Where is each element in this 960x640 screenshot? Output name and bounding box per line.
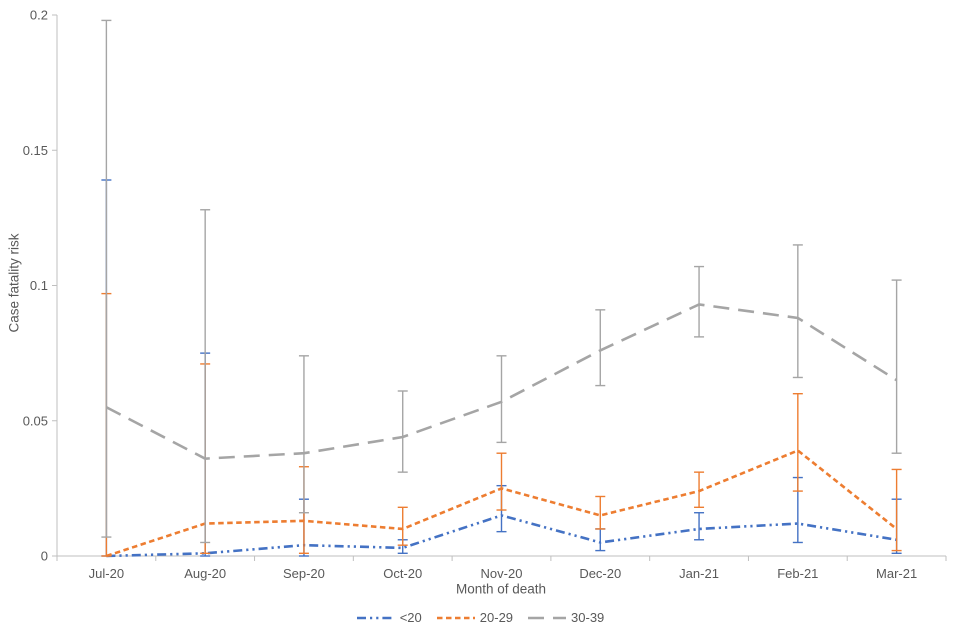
y-tick-label: 0.1	[30, 278, 48, 293]
x-tick-label: Oct-20	[383, 566, 422, 581]
legend-item-20-29: 20-29	[436, 610, 513, 625]
x-tick-label: Feb-21	[777, 566, 818, 581]
y-tick-label: 0.2	[30, 8, 48, 23]
series-line-30-39	[105, 303, 898, 460]
y-tick-label: 0.05	[23, 413, 48, 428]
x-tick-label: Jan-21	[679, 566, 719, 581]
legend-label: 20-29	[479, 610, 514, 625]
legend-line-sample-icon	[436, 616, 475, 619]
y-tick-label: 0	[41, 549, 48, 564]
x-tick-label: Mar-21	[876, 566, 917, 581]
series-line-20	[106, 514, 897, 558]
series-line-20-29	[105, 449, 898, 558]
legend-item-30-39: 30-39	[527, 610, 604, 625]
y-axis-title: Case fatality risk	[6, 233, 22, 333]
error-bars-30-39	[101, 19, 902, 544]
x-tick-label: Sep-20	[283, 566, 325, 581]
axes	[52, 14, 947, 561]
x-tick-label: Aug-20	[184, 566, 226, 581]
x-tick-label: Jul-20	[89, 566, 124, 581]
x-axis-title: Month of death	[455, 581, 547, 597]
chart-legend: <20 20-29 30-39	[0, 610, 960, 625]
legend-line-sample-icon	[356, 616, 395, 619]
legend-label: <20	[399, 610, 422, 625]
x-tick-label: Nov-20	[481, 566, 523, 581]
legend-line-sample-icon	[528, 616, 567, 619]
x-tick-label: Dec-20	[579, 566, 621, 581]
legend-item-under-20: <20	[356, 610, 422, 625]
legend-label: 30-39	[571, 610, 605, 625]
y-tick-label: 0.15	[23, 143, 48, 158]
